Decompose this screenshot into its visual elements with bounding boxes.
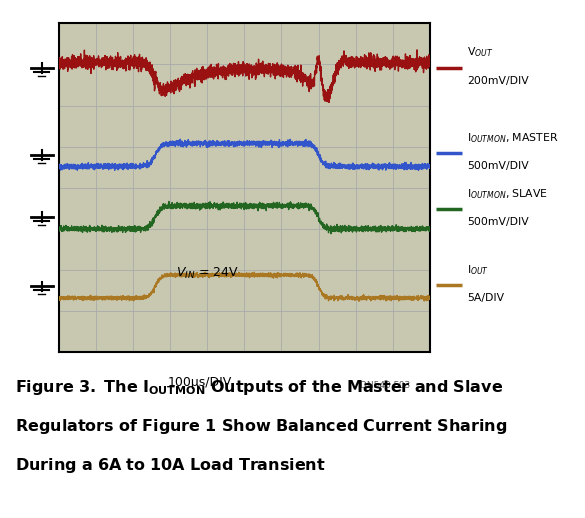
Text: DN540 F03: DN540 F03 — [360, 381, 411, 390]
Text: $\bf{Regulators\ of\ Figure\ 1\ Show\ Balanced\ Current\ Sharing}$: $\bf{Regulators\ of\ Figure\ 1\ Show\ Ba… — [15, 417, 507, 436]
Text: I$_{OUT}$: I$_{OUT}$ — [467, 263, 490, 277]
Text: 100μs/DIV: 100μs/DIV — [167, 376, 232, 388]
Text: 5A/DIV: 5A/DIV — [467, 293, 504, 303]
Text: $\bf{Figure\ 3.\ The\ }$$\mathbf{I_{OUTMON}}$$\bf{\ Outputs\ of\ the\ Master\ an: $\bf{Figure\ 3.\ The\ }$$\mathbf{I_{OUTM… — [15, 378, 503, 397]
Text: $V_{IN}$ = 24V: $V_{IN}$ = 24V — [176, 266, 239, 281]
Text: 500mV/DIV: 500mV/DIV — [467, 218, 529, 227]
Text: 500mV/DIV: 500mV/DIV — [467, 162, 529, 171]
Text: 200mV/DIV: 200mV/DIV — [467, 76, 529, 86]
Text: V$_{OUT}$: V$_{OUT}$ — [467, 46, 494, 60]
Text: I$_{OUTMON}$, SLAVE: I$_{OUTMON}$, SLAVE — [467, 187, 548, 201]
Text: I$_{OUTMON}$, MASTER: I$_{OUTMON}$, MASTER — [467, 131, 559, 145]
Text: $\bf{During\ a\ 6A\ to\ 10A\ Load\ Transient}$: $\bf{During\ a\ 6A\ to\ 10A\ Load\ Trans… — [15, 456, 325, 475]
